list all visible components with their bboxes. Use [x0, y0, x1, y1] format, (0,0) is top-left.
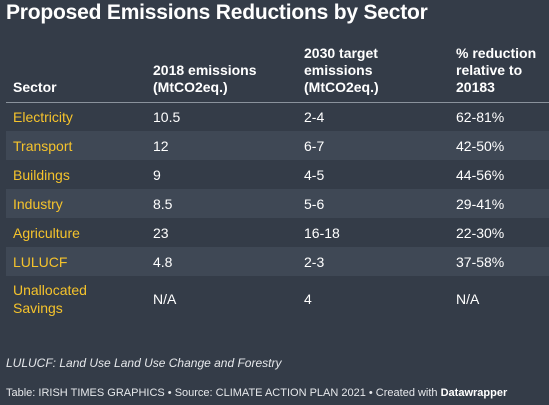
sector-cell: LULUCF [13, 253, 68, 270]
reduction-cell: 29-41% [456, 195, 505, 212]
column-header-2030-target: 2030 target emissions (MtCO2eq.) [304, 44, 379, 95]
credit-text: Table: IRISH TIMES GRAPHICS • Source: CL… [6, 387, 441, 399]
table-row: Unallocated Savings N/A 4 N/A [6, 276, 549, 321]
sector-cell: Industry [13, 195, 63, 212]
source-credit: Table: IRISH TIMES GRAPHICS • Source: CL… [6, 387, 507, 399]
table-row: Buildings 9 4-5 44-56% [6, 160, 549, 189]
emissions-2018-cell: N/A [153, 290, 177, 307]
column-header-2018-emissions: 2018 emissions (MtCO2eq.) [153, 61, 257, 95]
sector-cell: Electricity [13, 108, 73, 125]
emissions-2018-cell: 23 [153, 224, 169, 241]
table-row: LULUCF 4.8 2-3 37-58% [6, 247, 549, 276]
target-2030-cell: 2-4 [304, 108, 325, 125]
footnote: LULUCF: Land Use Land Use Change and For… [6, 356, 282, 370]
target-2030-cell: 5-6 [304, 195, 325, 212]
column-header-reduction: % reduction relative to 20183 [456, 44, 537, 95]
sector-cell: Unallocated Savings [13, 281, 87, 316]
header-row: Sector 2018 emissions (MtCO2eq.) 2030 ta… [6, 44, 549, 102]
reduction-cell: 22-30% [456, 224, 505, 241]
table-title: Proposed Emissions Reductions by Sector [6, 1, 428, 24]
reduction-cell: 37-58% [456, 253, 505, 270]
emissions-2018-cell: 9 [153, 166, 161, 183]
target-2030-cell: 2-3 [304, 253, 325, 270]
emissions-2018-cell: 8.5 [153, 195, 173, 212]
reduction-cell: N/A [456, 290, 480, 307]
target-2030-cell: 4 [304, 290, 312, 307]
table-row: Agriculture 23 16-18 22-30% [6, 218, 549, 247]
emissions-table: Sector 2018 emissions (MtCO2eq.) 2030 ta… [6, 44, 549, 321]
reduction-cell: 44-56% [456, 166, 505, 183]
reduction-cell: 62-81% [456, 108, 505, 125]
reduction-cell: 42-50% [456, 137, 505, 154]
sector-cell: Buildings [13, 166, 70, 183]
emissions-2018-cell: 4.8 [153, 253, 173, 270]
target-2030-cell: 6-7 [304, 137, 325, 154]
emissions-2018-cell: 10.5 [153, 108, 181, 125]
target-2030-cell: 16-18 [304, 224, 340, 241]
emissions-2018-cell: 12 [153, 137, 169, 154]
column-header-sector: Sector [13, 78, 57, 95]
table-row: Transport 12 6-7 42-50% [6, 131, 549, 160]
target-2030-cell: 4-5 [304, 166, 325, 183]
datawrapper-link[interactable]: Datawrapper [440, 387, 508, 399]
table-row: Electricity 10.5 2-4 62-81% [6, 102, 549, 131]
sector-cell: Transport [13, 137, 73, 154]
sector-cell: Agriculture [13, 224, 80, 241]
table-row: Industry 8.5 5-6 29-41% [6, 189, 549, 218]
